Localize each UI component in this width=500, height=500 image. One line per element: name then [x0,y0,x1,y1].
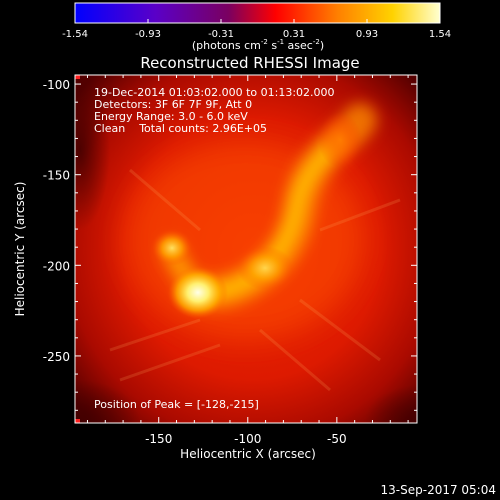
colorbar-tick-label: -1.54 [62,29,88,40]
colorbar-gradient [74,2,441,24]
corner-marker-top-left [75,75,80,79]
colorbar: -1.54 -0.93 -0.31 0.31 0.93 1.54 (photons cm-… [62,2,451,52]
x-axis-label: Heliocentric X (arcsec) [180,447,316,461]
y-tick-label: -100 [43,78,70,92]
y-axis-label: Heliocentric Y (arcsec) [13,182,27,317]
y-tick-label: -200 [43,259,70,273]
y-tick-label: -250 [43,350,70,364]
info-energy-range: Energy Range: 3.0 - 6.0 keV [94,110,248,123]
x-tick-label: -150 [145,432,172,446]
colorbar-tick-label: -0.93 [135,29,161,40]
y-axis: -100 -150 -200 -250 [43,78,417,411]
plot-title: Reconstructed RHESSI Image [140,54,359,72]
colorbar-unit-label: (photons cm-2 s-1 asec-2) [192,38,324,52]
y-tick-label: -150 [43,169,70,183]
timestamp: 13-Sep-2017 05:04 [381,483,496,497]
colorbar-ticks: -1.54 -0.93 -0.31 0.31 0.93 1.54 [62,19,451,40]
observation-info: 19-Dec-2014 01:03:02.000 to 01:13:02.000… [94,86,335,135]
corner-marker-bottom-left [75,419,80,423]
colorbar-tick-label: 0.93 [356,29,378,40]
peak-position-text: Position of Peak = [-128,-215] [94,398,259,411]
colorbar-tick-label: 1.54 [429,29,451,40]
colorbar-tick-label: 0.31 [283,29,305,40]
x-axis: -150 -100 -50 [86,75,409,446]
x-tick-label: -50 [327,432,347,446]
x-tick-label: -100 [234,432,261,446]
info-detectors: Detectors: 3F 6F 7F 9F, Att 0 [94,98,252,111]
plot-frame [74,74,418,424]
rhessi-image [75,75,417,423]
peak-emission [167,266,228,319]
colorbar-tick-label: -0.31 [208,29,234,40]
info-time-range: 19-Dec-2014 01:03:02.000 to 01:13:02.000 [94,86,335,99]
info-clean-counts: Clean Total counts: 2.96E+05 [94,122,267,135]
